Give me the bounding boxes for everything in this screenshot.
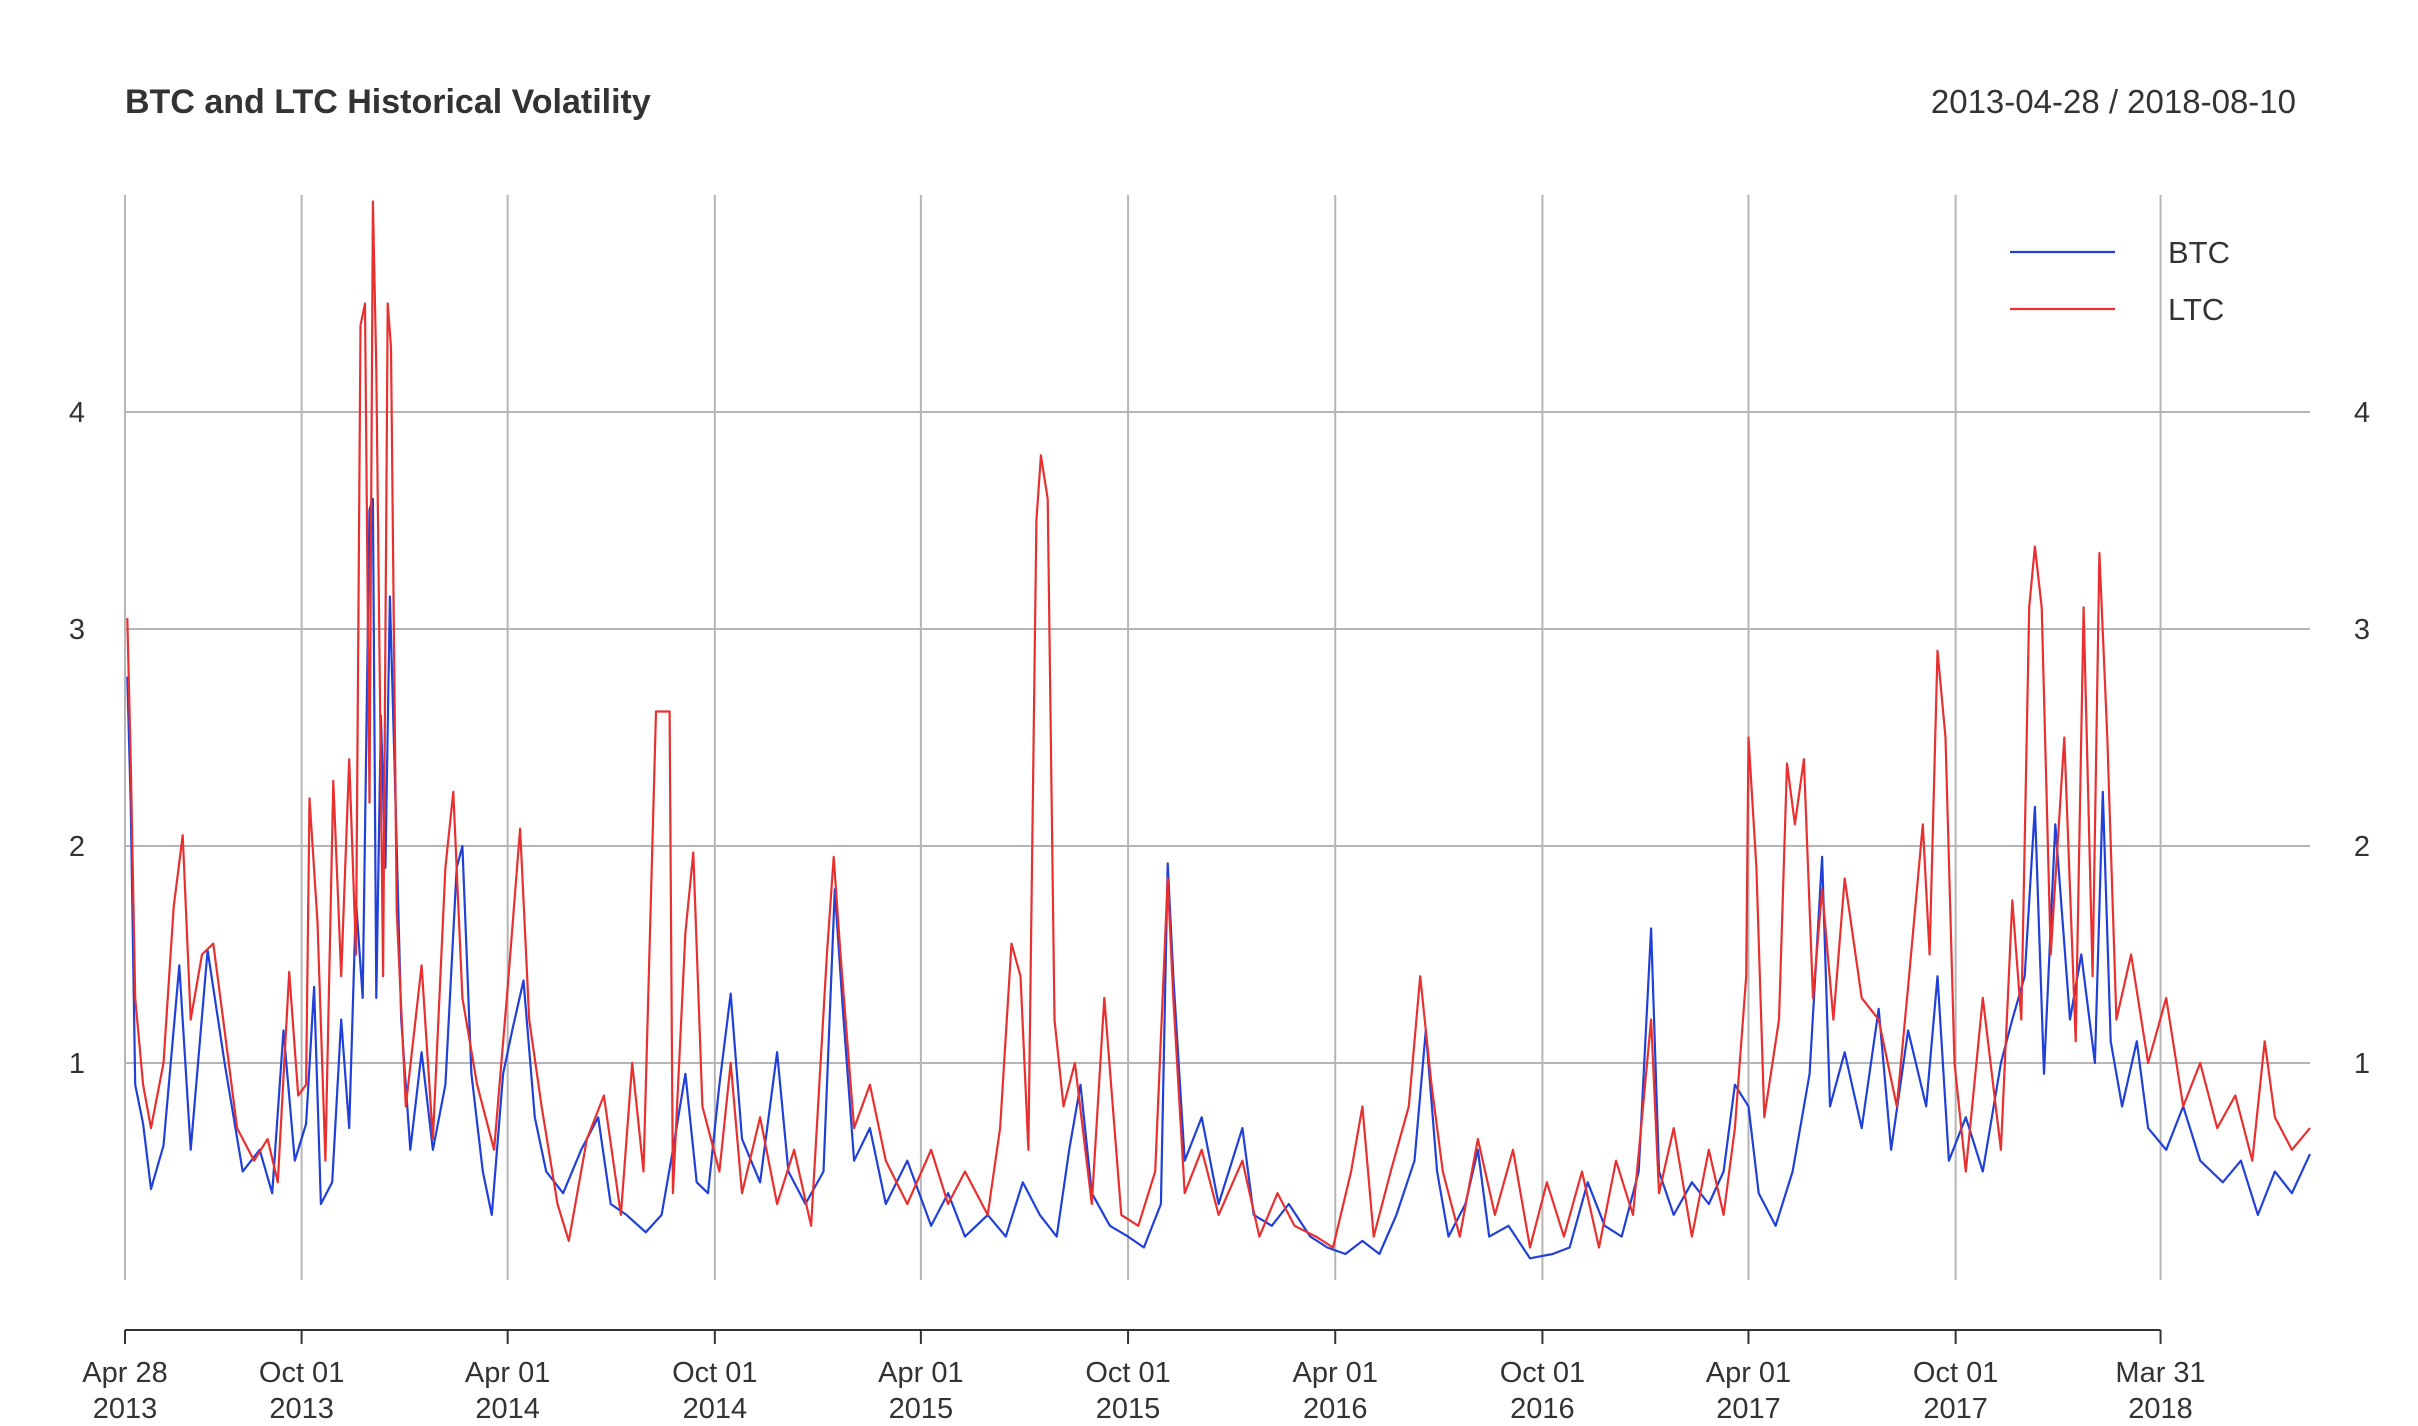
x-axis: Apr 28 2013 Oct 01 2013 Apr 01 2014 Oct 01 2014… [82,1329,2206,1425]
series-line-btc [126,497,2311,1260]
y-tick-label-right: 2 [2354,831,2370,863]
x-tick-label-year: 2017 [1923,1393,1988,1425]
legend: BTC LTC [2010,235,2230,327]
y-tick-label-right: 3 [2354,614,2370,646]
x-tick-label-year: 2016 [1510,1393,1575,1425]
y-tick-label-left: 2 [69,831,85,863]
x-tick-label-year: 2017 [1716,1393,1781,1425]
x-tick-label-year: 2013 [269,1393,334,1425]
x-tick-label: Oct 01 [259,1357,344,1389]
y-tick-label-right: 4 [2354,397,2370,429]
x-tick-label: Apr 01 [465,1357,550,1389]
y-tick-label-left: 1 [69,1048,85,1080]
legend-label-ltc: LTC [2168,292,2224,327]
x-tick-label-year: 2014 [475,1393,540,1425]
x-tick-label: Apr 01 [878,1357,963,1389]
x-tick-label: Apr 01 [1293,1357,1378,1389]
x-tick-label: Oct 01 [1500,1357,1585,1389]
x-tick-label: Apr 01 [1706,1357,1791,1389]
x-tick-label: Oct 01 [672,1357,757,1389]
x-tick-label-year: 2018 [2128,1393,2193,1425]
grid [124,195,2310,1280]
x-tick-label: Mar 31 [2115,1357,2205,1389]
chart-title: BTC and LTC Historical Volatility [125,83,651,121]
x-tick-label-year: 2016 [1303,1393,1368,1425]
legend-label-btc: BTC [2168,235,2230,270]
x-tick-label-year: 2015 [1096,1393,1161,1425]
series-line-ltc [126,200,2311,1249]
x-tick-label: Apr 28 [82,1357,167,1389]
y-axis: 1 1 2 2 3 3 4 4 [69,397,2370,1080]
y-tick-label-left: 4 [69,397,85,429]
x-tick-label-year: 2013 [93,1393,158,1425]
series-lines [126,200,2311,1260]
y-tick-label-right: 1 [2354,1048,2370,1080]
y-tick-label-left: 3 [69,614,85,646]
x-tick-label-year: 2014 [683,1393,748,1425]
x-tick-label: Oct 01 [1085,1357,1170,1389]
x-tick-label-year: 2015 [889,1393,954,1425]
date-range-label: 2013-04-28 / 2018-08-10 [1931,83,2296,120]
x-tick-label: Oct 01 [1913,1357,1998,1389]
